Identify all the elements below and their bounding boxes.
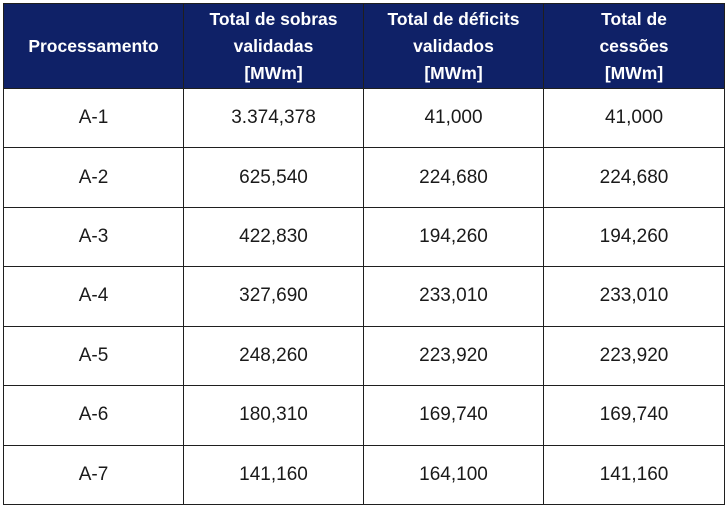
header-line: Total de déficits [387, 8, 520, 29]
header-line: [MWm] [604, 62, 664, 83]
cell-sobras: 141,160 [183, 444, 364, 506]
cell-sobras: 180,310 [183, 385, 364, 446]
header-line: Processamento [28, 35, 159, 56]
table-row: A-5 248,260 223,920 223,920 [3, 325, 725, 387]
header-total-cessoes: Total de cessões [MWm] [543, 3, 725, 89]
cell-sobras: 327,690 [183, 266, 364, 327]
header-line: validadas [233, 35, 314, 56]
cell-processamento: A-6 [3, 385, 184, 446]
table-row: A-6 180,310 169,740 169,740 [3, 385, 725, 446]
header-line: validados [413, 35, 494, 56]
cell-processamento: A-3 [3, 206, 184, 268]
table-row: A-7 141,160 164,100 141,160 [3, 444, 725, 506]
header-row: Processamento Total de sobras validadas … [3, 3, 725, 89]
cell-sobras: 422,830 [183, 206, 364, 268]
cell-sobras: 625,540 [183, 147, 364, 208]
cell-deficits: 224,680 [363, 147, 544, 208]
cell-cessoes: 223,920 [543, 325, 725, 387]
cell-cessoes: 41,000 [543, 87, 725, 149]
cell-cessoes: 224,680 [543, 147, 725, 208]
results-table: Processamento Total de sobras validadas … [3, 3, 725, 506]
header-total-deficits: Total de déficits validados [MWm] [363, 3, 544, 89]
header-processamento: Processamento [3, 3, 184, 89]
cell-processamento: A-1 [3, 87, 184, 149]
cell-cessoes: 233,010 [543, 266, 725, 327]
header-line: Total de sobras [209, 8, 338, 29]
cell-deficits: 233,010 [363, 266, 544, 327]
cell-processamento: A-5 [3, 325, 184, 387]
header-line: [MWm] [244, 62, 303, 83]
cell-deficits: 164,100 [363, 444, 544, 506]
cell-sobras: 248,260 [183, 325, 364, 387]
table-row: A-4 327,690 233,010 233,010 [3, 266, 725, 327]
table-row: A-1 3.374,378 41,000 41,000 [3, 87, 725, 149]
cell-processamento: A-2 [3, 147, 184, 208]
cell-cessoes: 141,160 [543, 444, 725, 506]
header-total-sobras: Total de sobras validadas [MWm] [183, 3, 364, 89]
table-row: A-2 625,540 224,680 224,680 [3, 147, 725, 208]
cell-processamento: A-4 [3, 266, 184, 327]
cell-sobras: 3.374,378 [183, 87, 364, 149]
table-row: A-3 422,830 194,260 194,260 [3, 206, 725, 268]
cell-cessoes: 194,260 [543, 206, 725, 268]
header-line: cessões [599, 35, 669, 56]
cell-deficits: 169,740 [363, 385, 544, 446]
cell-processamento: A-7 [3, 444, 184, 506]
cell-deficits: 194,260 [363, 206, 544, 268]
cell-deficits: 41,000 [363, 87, 544, 149]
header-line: [MWm] [424, 62, 483, 83]
header-line: Total de [601, 8, 667, 29]
cell-deficits: 223,920 [363, 325, 544, 387]
cell-cessoes: 169,740 [543, 385, 725, 446]
